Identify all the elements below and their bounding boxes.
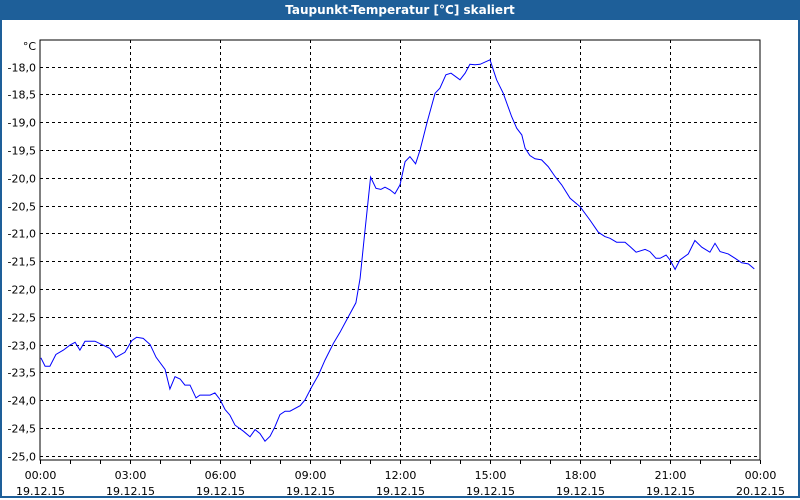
y-tick-label: -23,0	[8, 340, 36, 353]
x-tick-date: 19.12.15	[16, 485, 65, 498]
x-tick-date: 19.12.15	[286, 485, 335, 498]
y-axis-unit: °C	[23, 40, 37, 53]
x-tick-time: 18:00	[565, 469, 597, 482]
y-tick-label: -25,0	[8, 451, 36, 464]
x-tick-time: 03:00	[115, 469, 147, 482]
x-tick-time: 21:00	[655, 469, 687, 482]
y-tick-label: -23,5	[8, 367, 36, 380]
y-tick-label: -24,0	[8, 395, 36, 408]
y-tick-label: -21,5	[8, 256, 36, 269]
x-tick-time: 00:00	[25, 469, 57, 482]
x-tick-date: 20.12.15	[736, 485, 785, 498]
window-title: Taupunkt-Temperatur [°C] skaliert	[0, 0, 800, 20]
x-tick-date: 19.12.15	[466, 485, 515, 498]
series-line	[40, 59, 755, 442]
x-tick-time: 15:00	[475, 469, 507, 482]
y-tick-label: -22,0	[8, 284, 36, 297]
x-tick-time: 00:00	[745, 469, 777, 482]
x-tick-date: 19.12.15	[106, 485, 155, 498]
x-tick-time: 06:00	[205, 469, 237, 482]
y-tick-label: -19,5	[8, 145, 36, 158]
y-tick-label: -20,5	[8, 201, 36, 214]
y-tick-label: -22,5	[8, 312, 36, 325]
x-tick-date: 19.12.15	[376, 485, 425, 498]
y-tick-label: -18,5	[8, 89, 36, 102]
x-tick-date: 19.12.15	[196, 485, 245, 498]
y-tick-label: -18,0	[8, 62, 36, 75]
plot-border	[39, 39, 761, 461]
x-tick-time: 12:00	[385, 469, 417, 482]
y-tick-label: -20,0	[8, 173, 36, 186]
x-tick-date: 19.12.15	[646, 485, 695, 498]
x-tick-time: 09:00	[295, 469, 327, 482]
x-tick-date: 19.12.15	[556, 485, 605, 498]
y-tick-label: -24,5	[8, 423, 36, 436]
y-tick-label: -19,0	[8, 117, 36, 130]
y-tick-label: -21,0	[8, 228, 36, 241]
